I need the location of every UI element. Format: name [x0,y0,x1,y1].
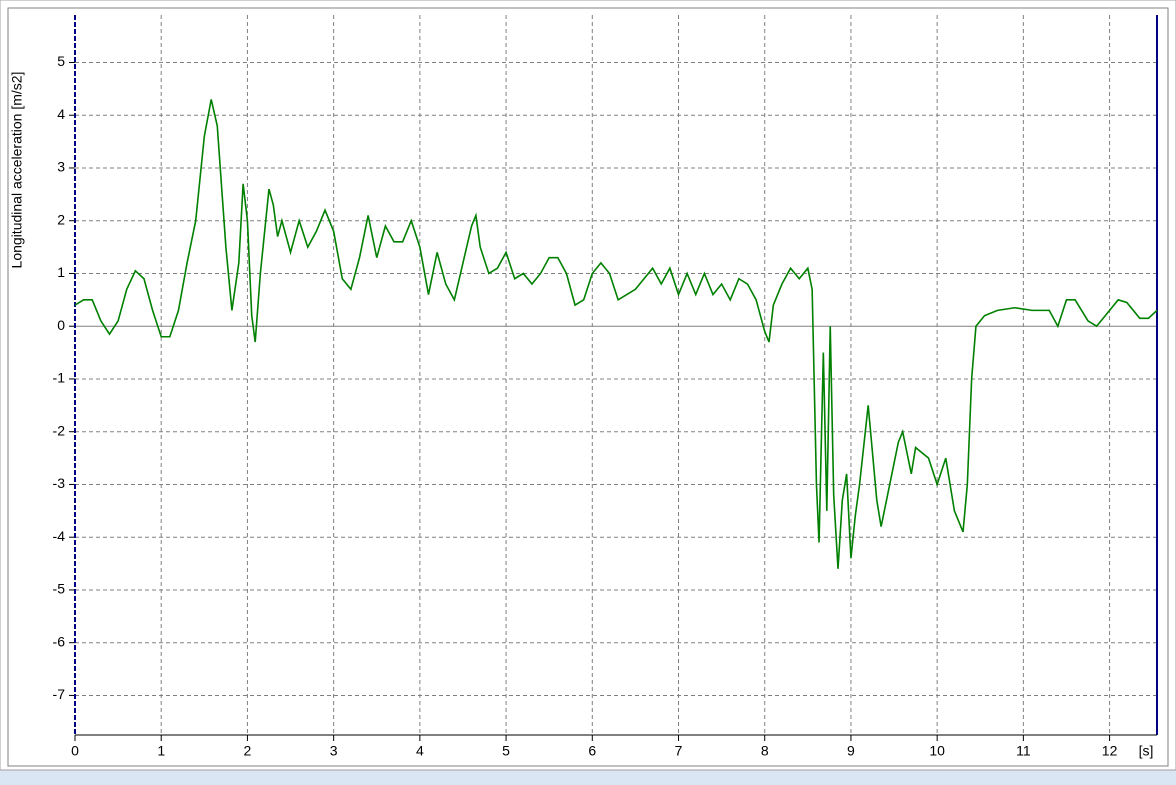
y-tick-label: -5 [53,581,66,597]
x-axis-label: [s] [1139,743,1154,759]
y-tick-label: -3 [53,475,66,491]
x-tick-label: 1 [157,743,165,759]
x-tick-label: 7 [675,743,683,759]
y-tick-label: 3 [57,159,65,175]
y-tick-label: -2 [53,422,66,438]
plot-frame [7,7,1169,767]
x-tick-label: 11 [1016,743,1031,759]
x-tick-label: 6 [588,743,596,759]
y-tick-label: 5 [57,53,65,69]
y-tick-label: -6 [53,633,66,649]
x-tick-label: 9 [847,743,855,759]
y-tick-label: 2 [57,211,65,227]
y-tick-label: -7 [53,686,66,702]
x-tick-label: 4 [416,743,424,759]
x-tick-label: 2 [244,743,252,759]
y-tick-label: -4 [53,528,66,544]
x-tick-label: 12 [1102,743,1118,759]
y-tick-label: 4 [57,106,65,122]
x-tick-label: 8 [761,743,769,759]
y-tick-label: 0 [57,317,65,333]
y-tick-label: 1 [57,264,65,280]
x-tick-label: 0 [71,743,79,759]
y-tick-label: -1 [53,370,66,386]
data-line [74,99,1158,569]
x-tick-label: 10 [929,743,945,759]
x-tick-label: 3 [330,743,338,759]
x-tick-label: 5 [502,743,510,759]
y-axis-label: Longitudinal acceleration [m/s2] [9,72,25,269]
